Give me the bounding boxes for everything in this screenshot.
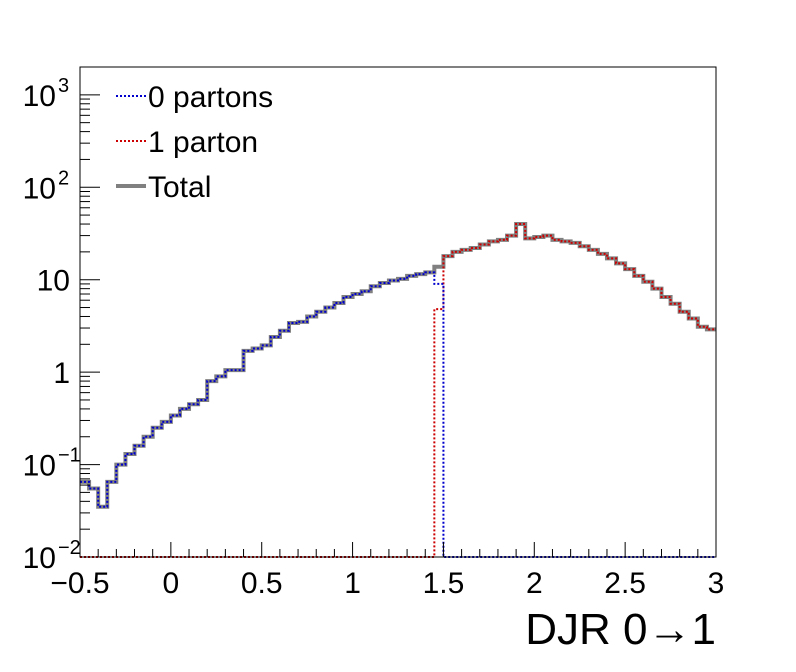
y-tick-exponent: 3 [58, 75, 69, 97]
x-tick-label: 0 [163, 567, 180, 600]
series-line-0-partons [80, 271, 716, 558]
y-tick-label: 10 [37, 265, 70, 298]
x-tick-label: 1.5 [423, 567, 465, 600]
series-line-total [80, 222, 716, 509]
legend-label: 1 parton [148, 126, 258, 159]
x-tick-label: 3 [708, 567, 725, 600]
y-tick-label: 1 [53, 357, 70, 390]
legend-label: Total [148, 171, 211, 204]
legend-label: 0 partons [148, 81, 273, 114]
y-tick-label: 10 [23, 542, 56, 575]
x-tick-label: 1 [344, 567, 361, 600]
x-axis-title: DJR 0→1 [525, 605, 716, 654]
y-tick-label: 10 [23, 80, 56, 113]
y-tick-label: 10 [23, 172, 56, 205]
x-tick-label: 2 [526, 567, 543, 600]
x-tick-label: 0.5 [241, 567, 283, 600]
plot-frame [79, 66, 717, 558]
y-tick-exponent: −1 [58, 445, 81, 467]
y-tick-exponent: −2 [58, 537, 81, 559]
x-tick-label: −0.5 [50, 567, 109, 600]
x-tick-label: 2.5 [604, 567, 646, 600]
y-tick-exponent: 2 [58, 167, 69, 189]
legend: 0 partons 1 parton Total [116, 81, 273, 204]
y-tick-label: 10 [23, 450, 56, 483]
